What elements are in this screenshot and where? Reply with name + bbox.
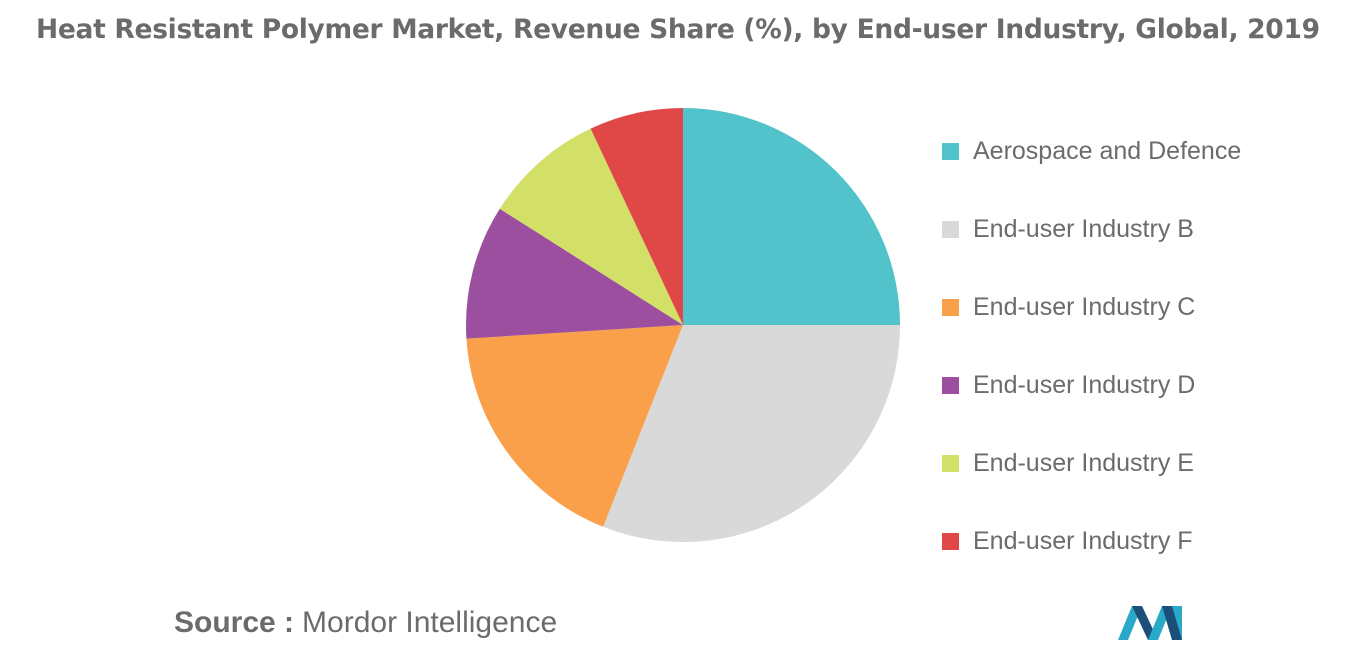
pie-slice-2 <box>603 325 900 542</box>
legend-item: End-user Industry B <box>942 190 1241 268</box>
legend-label: Aerospace and Defence <box>973 136 1242 165</box>
legend-label: End-user Industry B <box>973 214 1194 243</box>
source-note: Source : Mordor Intelligence <box>174 606 557 640</box>
pie-slice-4 <box>466 208 683 339</box>
legend-label: End-user Industry F <box>973 526 1193 555</box>
pie-slice-3 <box>466 325 683 527</box>
chart-title: Heat Resistant Polymer Market, Revenue S… <box>36 14 1320 45</box>
legend-swatch <box>942 454 959 472</box>
mordor-intelligence-logo-icon <box>1118 606 1182 640</box>
legend-label: End-user Industry D <box>973 370 1196 399</box>
legend-item: End-user Industry C <box>942 268 1241 346</box>
legend-item: Aerospace and Defence <box>942 112 1241 190</box>
legend-item: End-user Industry D <box>942 346 1241 424</box>
legend-swatch <box>942 142 959 160</box>
source-label: Source : <box>174 606 295 639</box>
legend-swatch <box>942 376 959 394</box>
legend-swatch <box>942 532 959 550</box>
legend-swatch <box>942 298 959 316</box>
legend-label: End-user Industry E <box>973 448 1194 477</box>
source-value: Mordor Intelligence <box>302 606 558 639</box>
legend-item: End-user Industry E <box>942 424 1241 502</box>
legend-swatch <box>942 220 959 238</box>
pie-slice-1 <box>683 108 900 325</box>
legend-item: End-user Industry F <box>942 502 1241 580</box>
legend-label: End-user Industry C <box>973 292 1196 321</box>
pie-slice-6 <box>590 108 683 325</box>
pie-slice-5 <box>499 128 683 325</box>
chart-legend: Aerospace and Defence End-user Industry B… <box>942 112 1241 580</box>
